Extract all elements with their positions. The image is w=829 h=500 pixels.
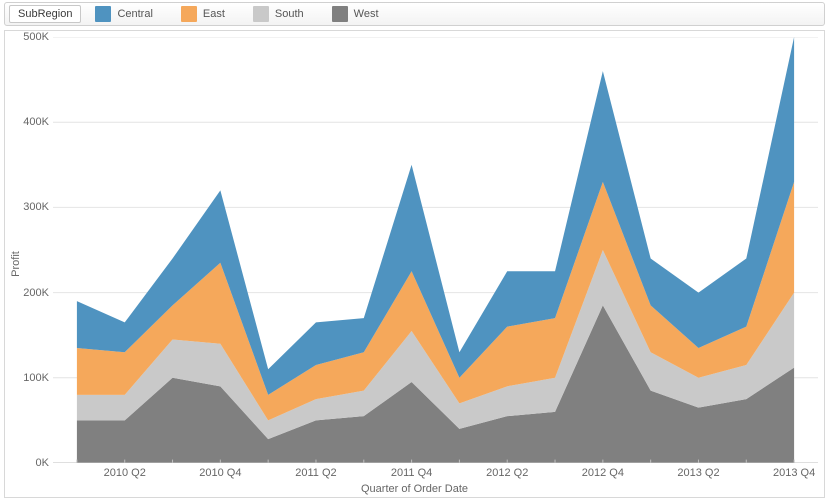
x-tick-label: 2010 Q4 xyxy=(199,463,241,479)
legend-label-south: South xyxy=(275,8,304,20)
legend-item-south[interactable]: South xyxy=(253,6,304,22)
chart-frame: Profit Quarter of Order Date 0K100K200K3… xyxy=(4,30,825,498)
legend-item-west[interactable]: West xyxy=(332,6,379,22)
chart-svg xyxy=(53,37,818,463)
x-tick-label: 2012 Q2 xyxy=(486,463,528,479)
y-tick-label: 0K xyxy=(36,457,53,469)
x-tick-label: 2013 Q4 xyxy=(773,463,815,479)
legend-swatch-central xyxy=(95,6,111,22)
legend-label-central: Central xyxy=(117,8,152,20)
legend-title[interactable]: SubRegion xyxy=(9,5,81,23)
legend-item-east[interactable]: East xyxy=(181,6,225,22)
legend-bar: SubRegion Central East South West xyxy=(4,2,825,26)
x-axis-label: Quarter of Order Date xyxy=(361,483,468,495)
x-tick-label: 2012 Q4 xyxy=(582,463,624,479)
x-tick-label: 2011 Q2 xyxy=(295,463,336,479)
legend-swatch-south xyxy=(253,6,269,22)
y-tick-label: 500K xyxy=(23,31,53,43)
y-tick-label: 200K xyxy=(23,287,53,299)
legend-label-west: West xyxy=(354,8,379,20)
x-tick-label: 2013 Q2 xyxy=(677,463,719,479)
y-tick-label: 400K xyxy=(23,116,53,128)
legend-swatch-east xyxy=(181,6,197,22)
y-axis-label: Profit xyxy=(10,251,22,277)
plot-area: 0K100K200K300K400K500K2010 Q22010 Q42011… xyxy=(53,37,818,463)
legend-label-east: East xyxy=(203,8,225,20)
x-tick-label: 2011 Q4 xyxy=(391,463,432,479)
legend-swatch-west xyxy=(332,6,348,22)
legend-item-central[interactable]: Central xyxy=(95,6,152,22)
x-tick-label: 2010 Q2 xyxy=(104,463,146,479)
y-tick-label: 100K xyxy=(23,372,53,384)
y-tick-label: 300K xyxy=(23,201,53,213)
